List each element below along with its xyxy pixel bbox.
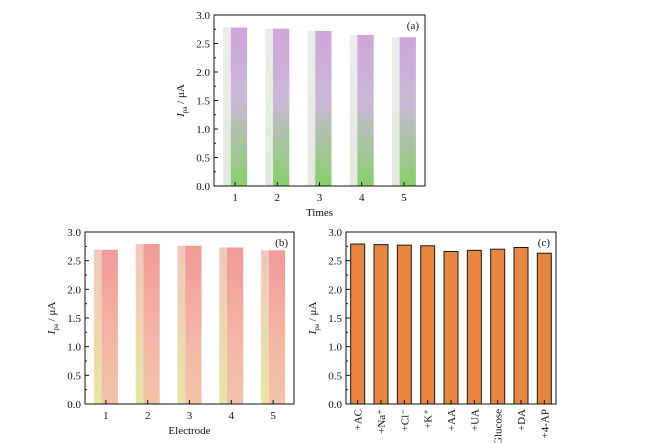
bar-b-3 [219, 247, 244, 404]
x-tick-label: +AA [446, 409, 458, 431]
x-tick-label: 5 [270, 410, 276, 422]
bar-highlight [135, 244, 144, 404]
bar-c-4 [443, 250, 459, 405]
x-tick-label: +UA [469, 409, 481, 431]
y-tick-label: 3.0 [196, 10, 210, 22]
bar-a-0 [223, 27, 248, 187]
x-tick-label: 4 [359, 192, 365, 204]
bar-highlight [265, 28, 273, 187]
y-tick-label: 1.5 [67, 313, 81, 325]
x-tick-label: 1 [103, 410, 109, 422]
y-tick-label: 0.5 [328, 370, 342, 382]
bar-a-3 [349, 34, 374, 187]
y-tick-label: 2.0 [328, 284, 342, 296]
x-tick-label: +Cl⁻ [399, 409, 411, 432]
panel-label: (a) [407, 20, 420, 32]
y-tick-label: 3.0 [328, 227, 342, 239]
chart-panel-b: 0.0 0.5 1.0 1.5 2.0 2.5 3.0 1 2 3 4 5 Electrode Ipa /… [46, 227, 295, 437]
x-tick-label: 3 [317, 192, 323, 204]
x-tick-label: +4-AP [539, 409, 551, 438]
bar-c-2 [396, 244, 412, 405]
x-tick-label: +Na⁺ [376, 409, 388, 434]
y-tick-label: 0.0 [328, 399, 342, 411]
bar-highlight [93, 249, 102, 404]
bar-c-5 [466, 249, 482, 405]
bar-highlight [177, 245, 186, 404]
y-tick-label: 1.0 [67, 342, 81, 354]
bar-body [272, 28, 290, 187]
bar-a-1 [265, 28, 290, 187]
bar-b-0 [93, 249, 118, 404]
y-tick-label: 0.0 [67, 399, 81, 411]
bar-highlight [349, 34, 358, 187]
x-tick-label: +Glucose [493, 409, 505, 443]
bar-body [185, 245, 202, 404]
y-tick-label: 1.0 [196, 124, 210, 136]
bar-body [357, 34, 374, 187]
panel-label: (b) [275, 237, 288, 249]
x-tick-label: 1 [232, 192, 238, 204]
panel-label: (c) [538, 237, 551, 249]
bar-c-8 [536, 252, 552, 405]
bar-b-4 [261, 250, 286, 404]
y-axis-label: Ipa / μA [175, 84, 189, 118]
x-tick-label: 2 [275, 192, 281, 204]
y-tick-label: 2.5 [328, 256, 342, 268]
bar-c-7 [513, 246, 529, 405]
bar-highlight [223, 27, 231, 187]
bar-body [226, 247, 244, 404]
bar-c-1 [373, 244, 389, 405]
bar-highlight [391, 37, 400, 187]
y-tick-label: 1.0 [328, 342, 342, 354]
x-tick-label: 5 [401, 192, 407, 204]
y-tick-label: 1.5 [196, 96, 210, 108]
bar-highlight [261, 250, 269, 404]
y-tick-label: 0.0 [196, 181, 210, 193]
y-tick-label: 2.5 [67, 256, 81, 268]
x-tick-label: +AC [353, 409, 365, 430]
y-tick-label: 2.0 [67, 284, 81, 296]
x-tick-label: +DA [516, 409, 528, 431]
x-axis-label: Electrode [168, 425, 210, 437]
bar-c-6 [490, 248, 506, 405]
y-tick-label: 3.0 [67, 227, 81, 239]
y-tick-label: 1.5 [328, 313, 342, 325]
chart-panel-c: 0.0 0.5 1.0 1.5 2.0 2.5 3.0 +AC +Na⁺ +Cl⁻ +K⁺ +AA +U… [307, 227, 557, 443]
bar-body [399, 37, 416, 187]
bar-body [315, 30, 332, 187]
x-axis-label: Times [306, 207, 333, 219]
y-tick-label: 2.5 [196, 39, 210, 51]
bar-a-4 [391, 37, 416, 187]
chart-panel-a: 0.0 0.5 1.0 1.5 2.0 2.5 3.0 1 2 3 4 5 Times Ipa / μA (… [175, 10, 426, 219]
x-tick-label: 3 [187, 410, 193, 422]
bar-c-3 [420, 245, 436, 405]
x-tick-label: 4 [229, 410, 235, 422]
y-axis-label: Ipa / μA [46, 302, 60, 336]
bar-c-0 [350, 243, 366, 405]
y-tick-label: 0.5 [196, 153, 210, 165]
y-tick-label: 0.5 [67, 370, 81, 382]
y-tick-label: 2.0 [196, 67, 210, 79]
x-tick-label: +K⁺ [423, 409, 435, 429]
bar-a-2 [307, 30, 332, 187]
bar-b-1 [135, 244, 160, 404]
bar-body [268, 250, 286, 404]
bar-highlight [307, 30, 316, 187]
bar-body [143, 244, 160, 404]
y-axis-label: Ipa / μA [307, 302, 321, 336]
bar-highlight [219, 247, 227, 404]
bar-body [101, 249, 118, 404]
x-tick-label: 2 [145, 410, 151, 422]
bar-body [230, 27, 248, 187]
bar-b-2 [177, 245, 202, 404]
